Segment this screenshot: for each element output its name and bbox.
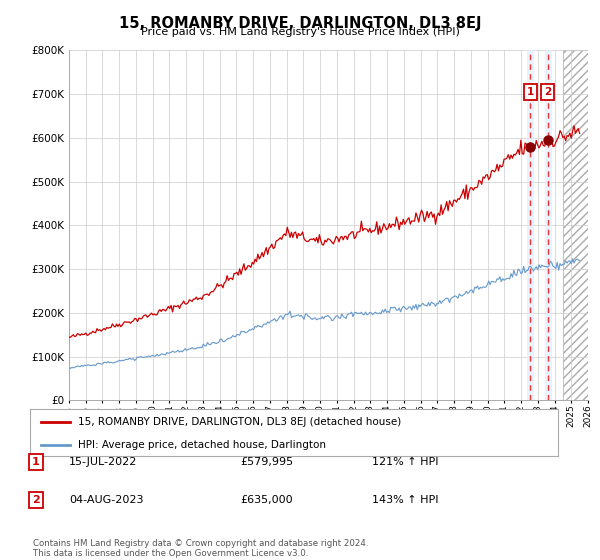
Text: 15, ROMANBY DRIVE, DARLINGTON, DL3 8EJ: 15, ROMANBY DRIVE, DARLINGTON, DL3 8EJ (119, 16, 481, 31)
Text: Price paid vs. HM Land Registry's House Price Index (HPI): Price paid vs. HM Land Registry's House … (140, 27, 460, 37)
Text: 2: 2 (544, 87, 551, 97)
Bar (545, 50, 551, 400)
Text: 2: 2 (32, 495, 40, 505)
Text: £635,000: £635,000 (240, 495, 293, 505)
Text: 1: 1 (32, 457, 40, 467)
Bar (527, 50, 533, 400)
Text: 15-JUL-2022: 15-JUL-2022 (69, 457, 137, 467)
Text: 121% ↑ HPI: 121% ↑ HPI (372, 457, 439, 467)
Text: 15, ROMANBY DRIVE, DARLINGTON, DL3 8EJ (detached house): 15, ROMANBY DRIVE, DARLINGTON, DL3 8EJ (… (77, 417, 401, 427)
Text: 1: 1 (526, 87, 533, 97)
Text: HPI: Average price, detached house, Darlington: HPI: Average price, detached house, Darl… (77, 440, 326, 450)
Text: £579,995: £579,995 (240, 457, 293, 467)
Text: Contains HM Land Registry data © Crown copyright and database right 2024.
This d: Contains HM Land Registry data © Crown c… (33, 539, 368, 558)
Text: 143% ↑ HPI: 143% ↑ HPI (372, 495, 439, 505)
Text: 04-AUG-2023: 04-AUG-2023 (69, 495, 143, 505)
Bar (563, 50, 588, 400)
